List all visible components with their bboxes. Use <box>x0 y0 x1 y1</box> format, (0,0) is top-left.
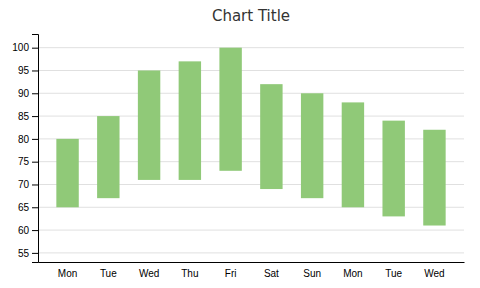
x-tick: Wed <box>424 268 444 279</box>
x-tick-label: Sat <box>264 268 279 279</box>
title: Chart Title <box>212 7 290 25</box>
y-tick: 85 <box>18 111 38 122</box>
x-tick-label: Wed <box>424 268 444 279</box>
grid-line <box>38 252 464 253</box>
y-tick-mark <box>32 116 38 117</box>
x-tick: Fri <box>225 268 237 279</box>
y-tick: 75 <box>18 156 38 167</box>
x-tick-label: Wed <box>139 268 159 279</box>
grid <box>38 48 464 253</box>
y-tick-mark <box>32 162 38 163</box>
y-tick: 60 <box>18 225 38 236</box>
y-tick-mark <box>32 230 38 231</box>
y-tick-mark <box>32 48 38 49</box>
y-tick: 80 <box>18 134 38 145</box>
y-tick-mark <box>32 93 38 94</box>
x-tick-label: Fri <box>225 268 237 279</box>
x-tick-label: Sun <box>303 268 321 279</box>
bar <box>382 121 404 217</box>
grid-line <box>38 93 464 94</box>
chart: 55 60 65 70 75 80 85 90 95 100 Mon Tue Wed Thu Fri Sat S… <box>0 0 480 288</box>
x-tick: Mon <box>343 268 362 279</box>
x-tick: Tue <box>385 268 402 279</box>
y-tick-label: 80 <box>18 134 30 145</box>
bars <box>56 48 445 226</box>
x-axis-line <box>39 262 465 263</box>
y-tick: 90 <box>18 88 38 99</box>
x-tick-label: Tue <box>385 268 402 279</box>
grid-line <box>38 230 464 231</box>
x-tick-label: Mon <box>58 268 77 279</box>
y-tick-label: 55 <box>18 248 30 259</box>
y-tick-label: 95 <box>18 65 30 76</box>
x-tick: Wed <box>139 268 159 279</box>
bar <box>138 70 160 179</box>
bar <box>260 84 282 189</box>
bar <box>56 139 78 207</box>
x-axis: Mon Tue Wed Thu Fri Sat Sun Mon Tue Wed <box>39 263 465 280</box>
x-tick: Sun <box>303 268 321 279</box>
bar <box>219 48 241 171</box>
x-tick: Tue <box>100 268 117 279</box>
x-tick: Mon <box>58 268 77 279</box>
y-tick-label: 85 <box>18 111 30 122</box>
y-tick-mark <box>32 139 38 140</box>
x-tick: Sat <box>264 268 279 279</box>
bar <box>179 61 201 180</box>
y-tick: 100 <box>12 42 38 53</box>
y-axis-line <box>32 35 39 263</box>
y-tick-mark <box>32 70 38 71</box>
y-tick-label: 75 <box>18 156 30 167</box>
y-tick-label: 100 <box>12 42 29 53</box>
y-axis: 55 60 65 70 75 80 85 90 95 100 <box>12 35 38 263</box>
bar <box>301 93 323 198</box>
x-tick: Thu <box>181 268 198 279</box>
bar <box>342 102 364 207</box>
grid-line <box>38 47 464 48</box>
x-tick-label: Tue <box>100 268 117 279</box>
x-tick-label: Thu <box>181 268 198 279</box>
y-tick: 65 <box>18 202 38 213</box>
y-tick-mark <box>32 207 38 208</box>
x-tick-label: Mon <box>343 268 362 279</box>
y-tick-label: 65 <box>18 202 30 213</box>
y-tick-label: 90 <box>18 88 30 99</box>
bar <box>423 130 445 226</box>
y-tick-mark <box>32 184 38 185</box>
plot: 55 60 65 70 75 80 85 90 95 100 Mon Tue Wed Thu Fri Sat S… <box>12 35 464 280</box>
y-tick: 55 <box>18 248 38 259</box>
bar <box>97 116 119 198</box>
y-tick: 95 <box>18 65 38 76</box>
y-tick: 70 <box>18 179 38 190</box>
grid-line <box>38 70 464 71</box>
y-tick-label: 70 <box>18 179 30 190</box>
y-tick-mark <box>32 253 38 254</box>
y-tick-label: 60 <box>18 225 30 236</box>
